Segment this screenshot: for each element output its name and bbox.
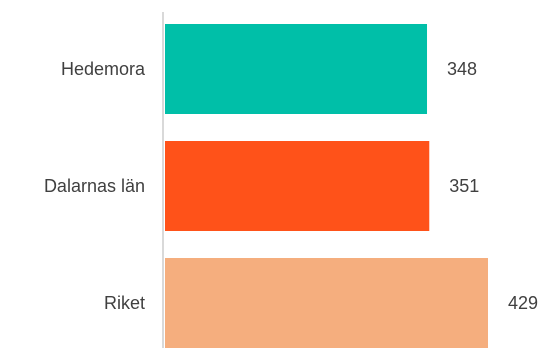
value-label: 351	[449, 176, 479, 196]
category-label: Dalarnas län	[44, 176, 145, 196]
value-labels: 348 351 429	[447, 59, 538, 313]
category-label: Riket	[104, 293, 145, 313]
bar-hedemora	[165, 24, 428, 114]
value-label: 348	[447, 59, 477, 79]
category-label: Hedemora	[61, 59, 146, 79]
category-labels: Hedemora Dalarnas län Riket	[44, 59, 146, 313]
bar-dalarnas-l-n	[165, 141, 430, 231]
bars-group	[165, 24, 488, 348]
bar-riket	[165, 258, 488, 348]
value-label: 429	[508, 293, 538, 313]
